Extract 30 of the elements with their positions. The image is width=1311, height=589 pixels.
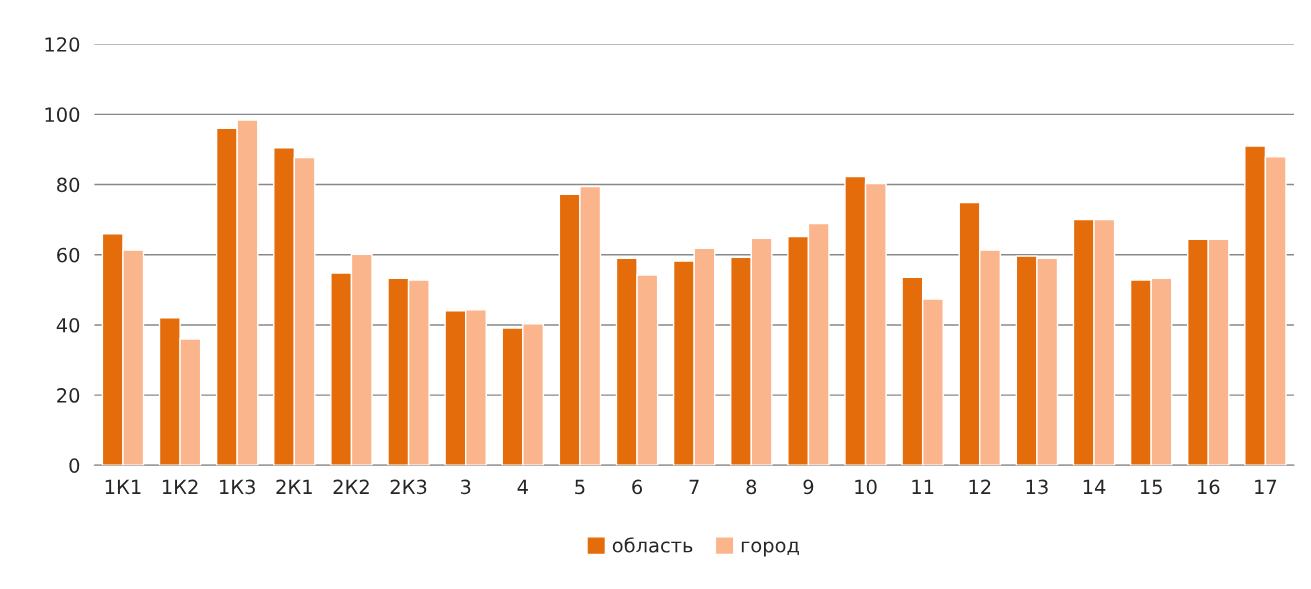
x-tick-label: 13 bbox=[1026, 479, 1048, 495]
y-tick-label: 80 bbox=[57, 177, 80, 193]
x-tick-label: 5 bbox=[575, 479, 585, 495]
x-tick-label: 9 bbox=[803, 479, 814, 495]
y-tick-label: 40 bbox=[56, 317, 80, 333]
x-tick-label: 14 bbox=[1083, 479, 1106, 494]
y-tick-label: 20 bbox=[57, 388, 80, 403]
x-tick-label: 4 bbox=[517, 479, 528, 494]
x-tick-label: 1К2 bbox=[162, 479, 198, 494]
x-tick-label: 10 bbox=[855, 479, 877, 495]
legend-label: город bbox=[741, 541, 799, 557]
x-tick-label: 2К2 bbox=[333, 479, 369, 494]
x-tick-label: 16 bbox=[1198, 479, 1220, 495]
x-tick-label: 3 bbox=[460, 479, 471, 495]
y-tick-label: 100 bbox=[45, 107, 80, 123]
x-tick-label: 8 bbox=[746, 479, 757, 495]
x-tick-label: 15 bbox=[1140, 479, 1162, 495]
x-tick-label: 17 bbox=[1255, 479, 1277, 494]
x-tick-label: 12 bbox=[969, 479, 991, 494]
y-tick-label: 60 bbox=[57, 247, 80, 263]
legend-label: область bbox=[612, 537, 693, 553]
y-tick-label: 120 bbox=[45, 37, 80, 52]
x-tick-label: 2К3 bbox=[390, 479, 427, 495]
x-tick-label: 1К3 bbox=[220, 479, 255, 495]
x-tick-label: 2К1 bbox=[276, 479, 312, 494]
x-tick-label: 1К1 bbox=[105, 479, 141, 494]
x-tick-label: 7 bbox=[689, 479, 699, 494]
x-tick-label: 11 bbox=[912, 479, 934, 494]
y-tick-label: 0 bbox=[69, 458, 80, 473]
x-tick-label: 6 bbox=[632, 479, 643, 495]
